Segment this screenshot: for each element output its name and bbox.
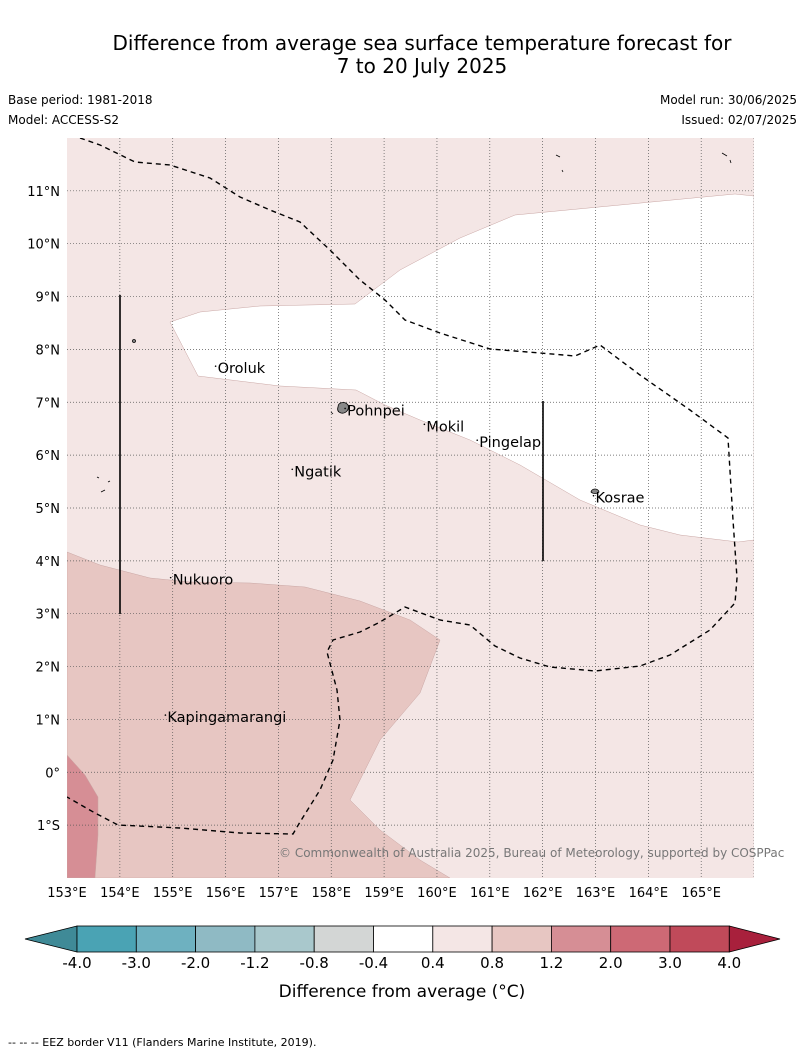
colorbar-tick-label: 4.0 (717, 954, 741, 972)
colorbar-tick-label: -3.0 (122, 954, 151, 972)
island-north-atoll (132, 339, 136, 343)
colorbar-bin (491, 925, 552, 953)
lat-tick-label: 1°S (37, 819, 60, 834)
lon-tick-label: 153°E (47, 886, 87, 901)
lon-tick-label: 163°E (576, 886, 616, 901)
place-label-kapingamarangi: Kapingamarangi (167, 710, 286, 726)
model-run: Model run: 30/06/2025 (659, 93, 797, 107)
island-islet-3 (96, 476, 111, 493)
lat-tick-label: 5°N (36, 502, 61, 517)
lon-tick-label: 164°E (629, 886, 669, 901)
colorbar-bin (254, 925, 315, 953)
longitude-tick-labels: 153°E 154°E 155°E 156°E 157°E 158°E 159°E 160°E… (47, 886, 721, 901)
colorbar-tick-label: 0.8 (480, 954, 504, 972)
place-marker (592, 494, 595, 497)
copyright-notice: © Commonwealth of Australia 2025, Bureau… (279, 846, 784, 860)
islands (96, 152, 732, 494)
place-marker (214, 365, 217, 367)
place-label-kosrae: Kosrae (596, 491, 645, 507)
place-marker (344, 407, 346, 410)
colorbar-tick-label: -1.2 (240, 954, 269, 972)
colorbar-bin (313, 925, 374, 953)
lat-tick-label: 2°N (36, 661, 61, 676)
place-labels: Oroluk Pohnpei Mokil Pingelap Ngatik Kosrae Nu… (164, 361, 645, 726)
map-title: Difference from average sea surface temp… (0, 32, 804, 78)
colorbar-extend-low (24, 925, 78, 953)
place-label-pingelap: Pingelap (479, 435, 541, 451)
colorbar-tick-label: 0.4 (421, 954, 445, 972)
colorbar-bin (76, 925, 137, 953)
place-marker (423, 423, 426, 426)
colorbar: -4.0 -3.0 -2.0 -1.2 -0.8 -0.4 0.4 0.8 1.2 2.0 3.0 4… (24, 925, 781, 972)
colorbar-extend-high (728, 925, 781, 953)
issued-date: Issued: 02/07/2025 (681, 113, 797, 127)
colorbar-bin (610, 925, 671, 953)
colorbar-bin (669, 925, 730, 953)
island-islet-2 (721, 152, 732, 164)
colorbar-bin (195, 925, 256, 953)
anomaly-field-1.2-2.0 (67, 754, 99, 878)
lon-tick-label: 160°E (417, 886, 457, 901)
place-label-nukuoro: Nukuoro (173, 573, 234, 589)
place-label-mokil: Mokil (426, 419, 464, 435)
colorbar-tick-label: -2.0 (181, 954, 210, 972)
place-marker (169, 576, 172, 579)
colorbar-tick-label: 1.2 (539, 954, 563, 972)
place-label-ngatik: Ngatik (294, 464, 342, 480)
place-marker (476, 439, 479, 441)
place-label-oroluk: Oroluk (218, 361, 266, 377)
lon-tick-label: 157°E (259, 886, 299, 901)
lat-tick-label: 3°N (36, 608, 61, 623)
colorbar-tick-label: 3.0 (658, 954, 682, 972)
lon-tick-label: 158°E (311, 886, 351, 901)
lat-tick-label: 10°N (27, 238, 60, 253)
lon-tick-label: 154°E (100, 886, 140, 901)
lon-tick-label: 161°E (470, 886, 510, 901)
place-marker (164, 714, 167, 716)
title-line-2: 7 to 20 July 2025 (336, 54, 508, 78)
lon-tick-label: 155°E (153, 886, 193, 901)
colorbar-tick-label: 2.0 (599, 954, 623, 972)
lat-tick-label: 8°N (36, 343, 61, 358)
lat-tick-label: 6°N (36, 449, 61, 464)
island-kosrae (590, 488, 600, 494)
colorbar-tick-label: -4.0 (62, 954, 91, 972)
eez-border-north (67, 138, 738, 835)
lat-tick-label: 4°N (36, 555, 61, 570)
model-name: Model: ACCESS-S2 (8, 113, 120, 127)
colorbar-tick-label: -0.4 (359, 954, 388, 972)
colorbar-tick-label: -0.8 (300, 954, 329, 972)
island-islet-4 (330, 411, 334, 415)
lat-tick-label: 11°N (27, 185, 60, 200)
colorbar-bin (135, 925, 197, 953)
lat-tick-label: 9°N (36, 291, 61, 306)
lon-tick-label: 159°E (364, 886, 404, 901)
lon-tick-label: 156°E (206, 886, 246, 901)
latitude-tick-labels: 11°N 10°N 9°N 8°N 7°N 6°N 5°N 4°N 3°N 2°N 1°N 0° 1°S (27, 185, 60, 834)
colorbar-bin (373, 925, 434, 953)
place-marker (291, 468, 294, 471)
island-islet-1 (555, 154, 564, 173)
place-label-pohnpei: Pohnpei (347, 403, 405, 419)
base-period: Base period: 1981-2018 (8, 93, 153, 107)
island-pohnpei (337, 402, 349, 414)
map-plot-area: Oroluk Pohnpei Mokil Pingelap Ngatik Kosrae Nu… (67, 138, 754, 878)
lon-tick-label: 162°E (523, 886, 563, 901)
colorbar-title: Difference from average (°C) (279, 982, 526, 1002)
anomaly-field-0.8-1.2 (67, 551, 451, 878)
title-line-1: Difference from average sea surface temp… (112, 31, 732, 55)
lat-tick-label: 0° (45, 766, 60, 781)
lat-tick-label: 1°N (36, 713, 61, 728)
lon-tick-label: 165°E (681, 886, 721, 901)
lat-tick-label: 7°N (36, 396, 61, 411)
colorbar-bin (551, 925, 612, 953)
eez-borders (67, 138, 738, 835)
colorbar-bin (432, 925, 493, 953)
eez-legend-footer: -- -- -- EEZ border V11 (Flanders Marine… (8, 1036, 317, 1049)
